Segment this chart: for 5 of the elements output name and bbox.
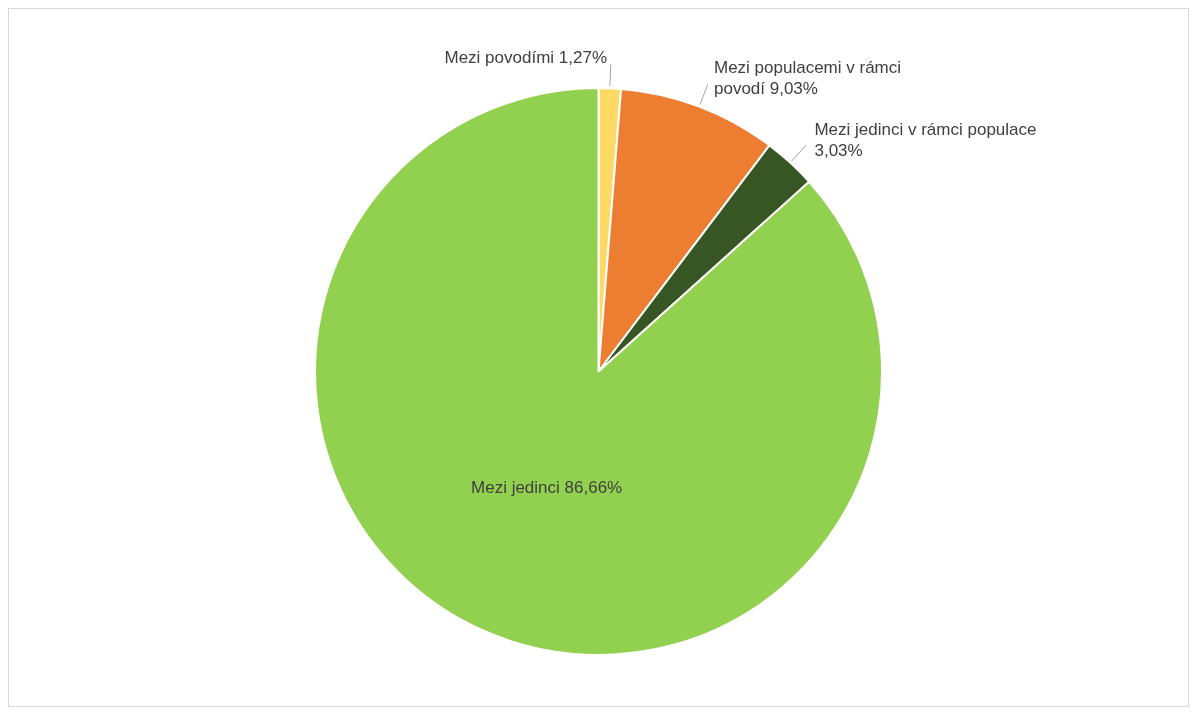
slice-label: Mezi povodími 1,27% <box>444 47 608 67</box>
data-label: 3,03% <box>814 140 863 160</box>
slice-label: Mezi jedinci v rámci populace <box>814 119 1037 139</box>
slice-label: Mezi populacemi v rámci povodí 9,03% <box>713 57 902 98</box>
slice-label: Mezi jedinci 86,66% <box>471 477 623 497</box>
